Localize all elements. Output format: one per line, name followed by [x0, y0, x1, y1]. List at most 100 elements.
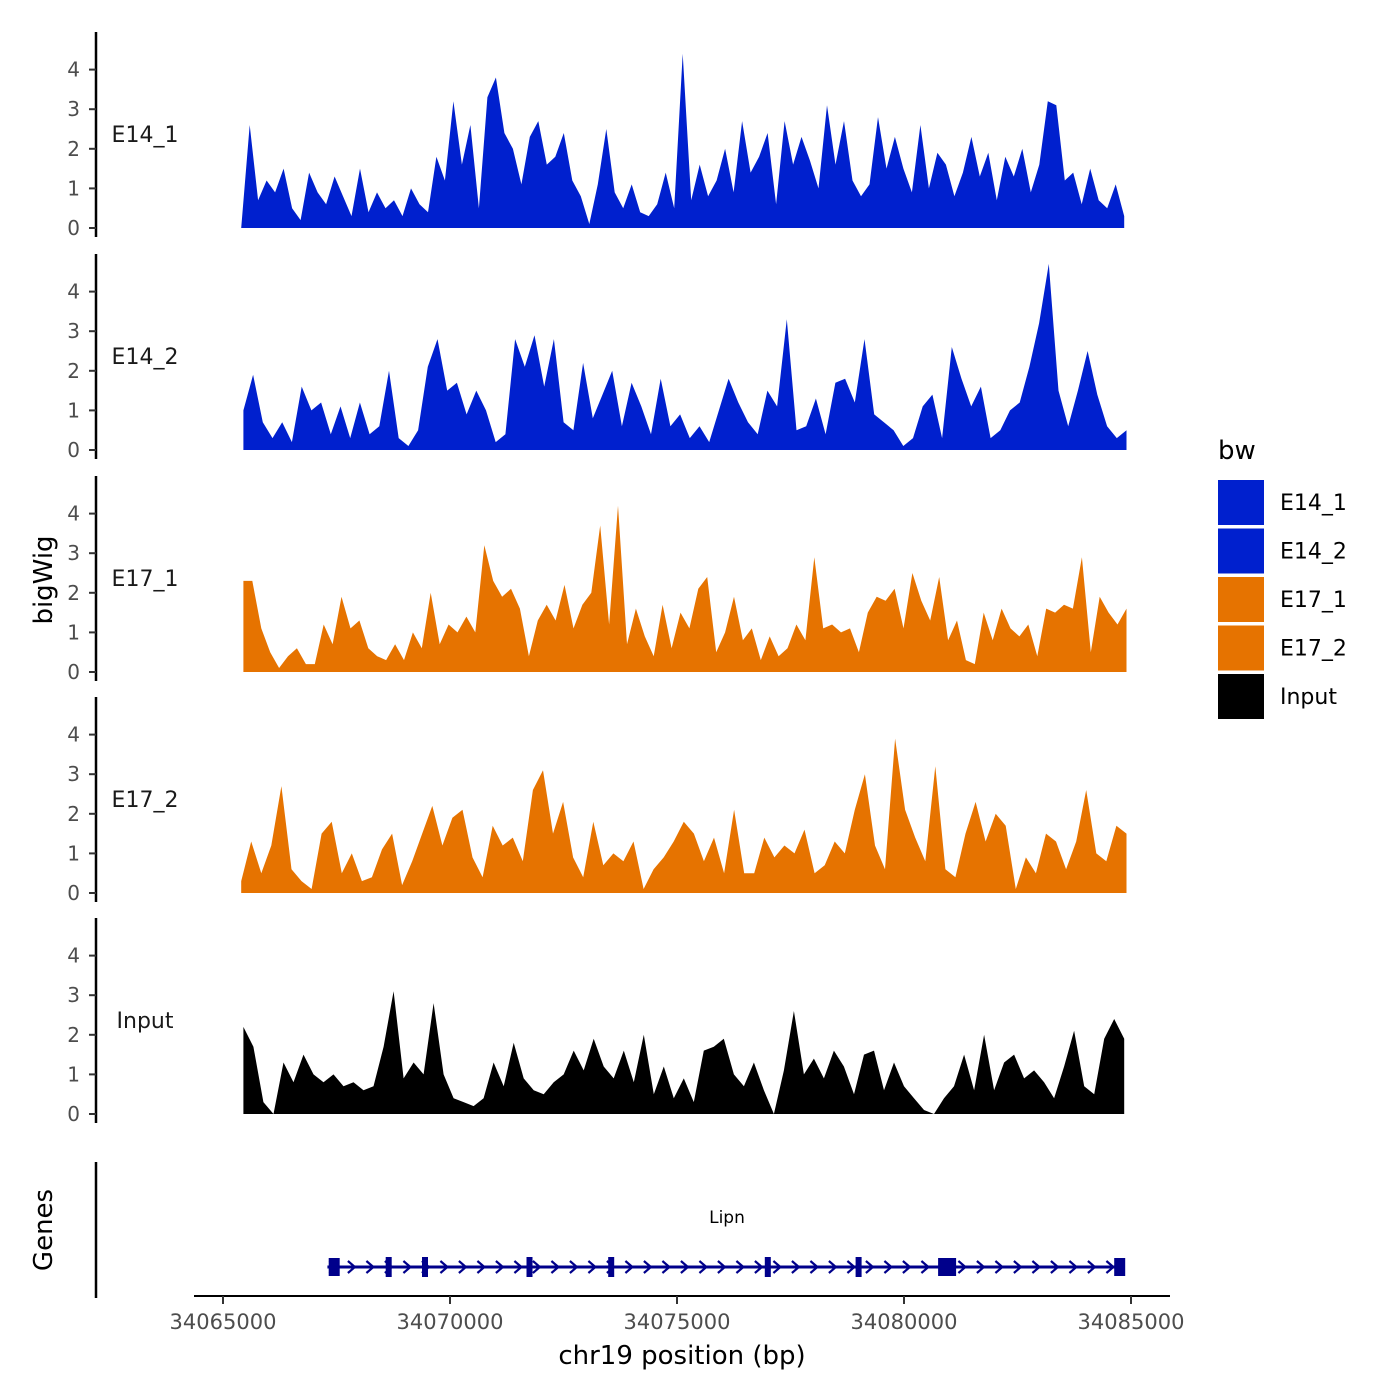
x-tick-label: 34080000 [851, 1310, 958, 1334]
legend-label-e17-2: E17_2 [1280, 637, 1347, 662]
strand-chevron [569, 1260, 579, 1274]
signal-area-e17-1 [243, 505, 1127, 672]
strand-chevron [643, 1260, 653, 1274]
strand-chevron [365, 1260, 376, 1274]
track-label-e17-2: E17_2 [112, 788, 179, 813]
y-tick-label: 1 [67, 176, 80, 200]
y-tick-label: 4 [67, 723, 80, 747]
gene-panel: Genes Lipn [29, 1162, 1126, 1298]
strand-chevron [772, 1260, 783, 1274]
signal-area-e17-2 [241, 738, 1127, 893]
strand-chevron [532, 1260, 542, 1274]
y-tick-label: 1 [67, 841, 80, 865]
x-axis: chr19 position (bp) 34065000 34070000 3407… [170, 1295, 1185, 1371]
y-tick-label: 2 [67, 359, 80, 383]
legend-title: bw [1218, 436, 1256, 466]
signal-area-e14-1 [241, 53, 1125, 228]
track-e14-1: 0 1 2 3 4 E14_1 [67, 32, 1125, 240]
track-label-e17-1: E17_1 [112, 567, 179, 592]
exon-block [764, 1257, 771, 1277]
track-label-input: Input [117, 1009, 174, 1034]
strand-chevron [902, 1260, 912, 1274]
strand-chevron [439, 1260, 450, 1274]
strand-chevron [846, 1260, 857, 1274]
legend-label-input: Input [1280, 685, 1337, 710]
strand-chevron [828, 1260, 838, 1274]
track-label-e14-2: E14_2 [112, 345, 179, 370]
y-tick-label: 4 [67, 280, 80, 304]
strand-chevron [458, 1260, 468, 1274]
legend-label-e17-1: E17_1 [1280, 588, 1347, 613]
signal-area-e14-2 [243, 263, 1127, 450]
y-tick-label: 2 [67, 581, 80, 605]
legend-label-e14-1: E14_1 [1280, 491, 1347, 516]
y-tick-label: 0 [67, 438, 80, 462]
y-tick-label: 0 [67, 1102, 80, 1126]
signal-area-input [243, 991, 1125, 1114]
strand-chevron [513, 1260, 524, 1274]
x-tick-label: 34075000 [624, 1310, 731, 1334]
y-tick-label: 3 [67, 983, 80, 1007]
legend-swatch-input [1218, 674, 1264, 719]
strand-chevron [865, 1260, 875, 1274]
strand-chevron [495, 1260, 505, 1274]
exon-block [608, 1257, 615, 1277]
track-label-e14-1: E14_1 [112, 123, 179, 148]
y-tick-label: 3 [67, 541, 80, 565]
gene-name-label: Lipn [709, 1208, 745, 1228]
exon-block [328, 1258, 340, 1276]
y-tick-label: 2 [67, 1023, 80, 1047]
strand-chevron [1013, 1260, 1023, 1274]
y-tick-label: 0 [67, 216, 80, 240]
strand-chevron [661, 1260, 672, 1274]
legend-swatch-e14-1 [1218, 480, 1264, 525]
strand-chevron [920, 1260, 931, 1274]
y-axis-title: bigWig [29, 535, 59, 624]
strand-chevron [698, 1260, 709, 1274]
strand-chevron [1068, 1260, 1079, 1274]
strand-chevron [587, 1260, 598, 1274]
exon-block [855, 1257, 862, 1277]
y-tick-label: 3 [67, 319, 80, 343]
strand-chevron [717, 1260, 727, 1274]
track-input: 0 1 2 3 4 Input [67, 918, 1125, 1126]
strand-chevron [624, 1260, 635, 1274]
y-tick-label: 1 [67, 620, 80, 644]
x-tick-label: 34070000 [397, 1310, 504, 1334]
strand-chevron [402, 1260, 413, 1274]
y-tick-label: 4 [67, 502, 80, 526]
x-axis-title: chr19 position (bp) [558, 1341, 805, 1371]
strand-chevron [347, 1260, 357, 1274]
legend-swatch-e17-2 [1218, 625, 1264, 671]
strand-chevron [883, 1260, 894, 1274]
y-tick-label: 0 [67, 881, 80, 905]
tracks-layer: 0 1 2 3 4 E14_1 0 1 2 3 4 E14_2 0 1 2 3 4 E17_1 0 1 2 3 4 E17_2… [67, 32, 1127, 1126]
x-tick-label: 34065000 [170, 1310, 277, 1334]
y-tick-label: 3 [67, 762, 80, 786]
y-tick-label: 4 [67, 58, 80, 82]
strand-chevron [791, 1260, 801, 1274]
y-tick-label: 1 [67, 398, 80, 422]
exon-block [1114, 1258, 1126, 1276]
strand-chevron [957, 1260, 968, 1274]
y-tick-label: 4 [67, 944, 80, 968]
track-e14-2: 0 1 2 3 4 E14_2 [67, 254, 1127, 462]
strand-chevron [1105, 1260, 1116, 1274]
strand-chevron [809, 1260, 820, 1274]
strand-chevron [680, 1260, 690, 1274]
y-tick-label: 0 [67, 660, 80, 684]
y-tick-label: 1 [67, 1062, 80, 1086]
strand-chevron [1050, 1260, 1060, 1274]
legend-label-e14-2: E14_2 [1280, 540, 1347, 565]
y-tick-label: 3 [67, 97, 80, 121]
track-e17-1: 0 1 2 3 4 E17_1 [67, 476, 1127, 684]
genes-axis-title: Genes [29, 1189, 59, 1271]
exon-block [422, 1257, 428, 1277]
strand-chevron [550, 1260, 561, 1274]
track-e17-2: 0 1 2 3 4 E17_2 [67, 697, 1127, 905]
strand-chevron [1087, 1260, 1097, 1274]
x-tick-label: 34085000 [1078, 1310, 1185, 1334]
legend-swatch-e17-1 [1218, 577, 1264, 622]
strand-chevron [476, 1260, 487, 1274]
